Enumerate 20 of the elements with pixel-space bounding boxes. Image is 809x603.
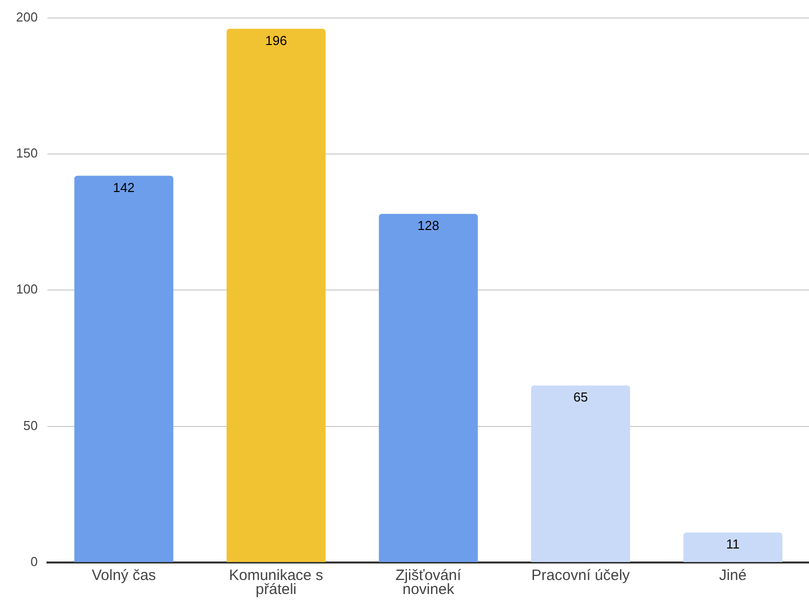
y-tick-label: 200	[16, 9, 38, 24]
x-tick-label: Komunikace s přáteli	[228, 566, 324, 598]
x-tick-label: Pracovní účely	[531, 566, 630, 584]
data-label: 142	[112, 180, 135, 195]
y-tick-label: 100	[16, 282, 38, 297]
data-label: 196	[265, 32, 287, 48]
x-tick-label: Jiné	[719, 566, 747, 584]
y-tick-label: 50	[23, 418, 38, 433]
data-label: 65	[573, 390, 588, 405]
bar	[378, 214, 478, 562]
bar	[531, 385, 630, 562]
data-label: 128	[417, 218, 440, 233]
y-tick-label: 150	[16, 146, 38, 161]
x-tick-label: Volný čas	[92, 566, 156, 584]
y-tick-label: 0	[30, 554, 38, 570]
x-tick-label: Zjišťování novinek	[396, 566, 462, 598]
data-label: 11	[726, 536, 740, 552]
bar	[683, 532, 782, 562]
bar	[226, 28, 326, 562]
bar	[74, 176, 174, 562]
